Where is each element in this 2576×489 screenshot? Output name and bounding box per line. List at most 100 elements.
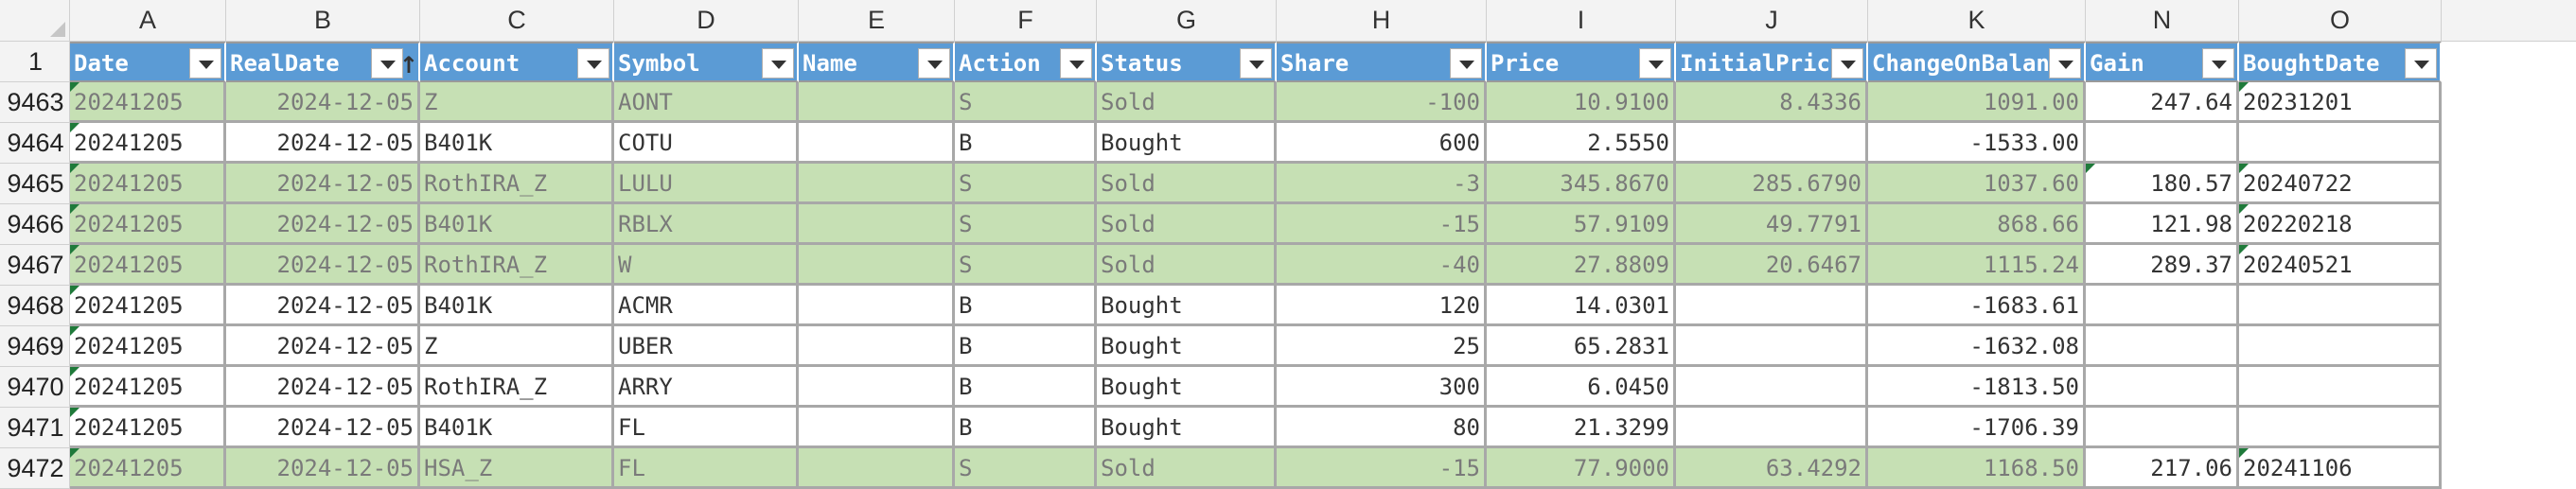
row-number[interactable]: 9472 — [0, 448, 70, 489]
row-number[interactable]: 9471 — [0, 408, 70, 448]
cell-date[interactable]: 20241205 — [70, 204, 226, 245]
cell-boughtdate[interactable]: 20240722 — [2239, 164, 2442, 204]
cell-symbol[interactable]: LULU — [614, 164, 799, 204]
cell-account[interactable]: B401K — [420, 286, 614, 326]
header-cell-changeonbalance[interactable]: ChangeOnBalance — [1868, 42, 2086, 82]
header-cell-boughtdate[interactable]: BoughtDate — [2239, 42, 2442, 82]
cell-date[interactable]: 20241205 — [70, 82, 226, 123]
header-cell-date[interactable]: Date — [70, 42, 226, 82]
cell-action[interactable]: S — [955, 82, 1097, 123]
cell-action[interactable]: B — [955, 286, 1097, 326]
header-cell-gain[interactable]: Gain — [2086, 42, 2239, 82]
row-number[interactable]: 9469 — [0, 326, 70, 367]
cell-name[interactable] — [799, 326, 955, 367]
cell-account[interactable]: RothIRA_Z — [420, 245, 614, 286]
cell-action[interactable]: S — [955, 245, 1097, 286]
cell-realdate[interactable]: 2024-12-05 — [226, 367, 420, 408]
row-number[interactable]: 9467 — [0, 245, 70, 286]
cell-account[interactable]: B401K — [420, 408, 614, 448]
cell-name[interactable] — [799, 408, 955, 448]
cell-name[interactable] — [799, 204, 955, 245]
cell-account[interactable]: RothIRA_Z — [420, 367, 614, 408]
cell-boughtdate[interactable]: 20231201 — [2239, 82, 2442, 123]
header-cell-account[interactable]: Account — [420, 42, 614, 82]
cell-symbol[interactable]: COTU — [614, 123, 799, 164]
column-letter-a[interactable]: A — [70, 0, 226, 41]
cell-changeonbalance[interactable]: 1037.60 — [1868, 164, 2086, 204]
cell-changeonbalance[interactable]: -1706.39 — [1868, 408, 2086, 448]
filter-dropdown-icon[interactable] — [918, 48, 950, 79]
cell-boughtdate[interactable] — [2239, 326, 2442, 367]
column-letter-e[interactable]: E — [799, 0, 955, 41]
cell-date[interactable]: 20241205 — [70, 245, 226, 286]
cell-symbol[interactable]: ACMR — [614, 286, 799, 326]
row-number[interactable]: 1 — [0, 42, 70, 82]
cell-action[interactable]: B — [955, 326, 1097, 367]
cell-status[interactable]: Bought — [1097, 123, 1277, 164]
cell-status[interactable]: Sold — [1097, 82, 1277, 123]
cell-boughtdate[interactable] — [2239, 367, 2442, 408]
cell-name[interactable] — [799, 82, 955, 123]
cell-initialprice[interactable]: 63.4292 — [1676, 448, 1868, 489]
cell-price[interactable]: 2.5550 — [1487, 123, 1676, 164]
cell-status[interactable]: Sold — [1097, 204, 1277, 245]
cell-share[interactable]: -15 — [1277, 204, 1487, 245]
cell-share[interactable]: -3 — [1277, 164, 1487, 204]
cell-name[interactable] — [799, 245, 955, 286]
cell-account[interactable]: HSA_Z — [420, 448, 614, 489]
header-cell-share[interactable]: Share — [1277, 42, 1487, 82]
cell-initialprice[interactable]: 49.7791 — [1676, 204, 1868, 245]
cell-initialprice[interactable]: 285.6790 — [1676, 164, 1868, 204]
column-letter-h[interactable]: H — [1277, 0, 1487, 41]
cell-gain[interactable] — [2086, 408, 2239, 448]
cell-date[interactable]: 20241205 — [70, 326, 226, 367]
filter-dropdown-icon[interactable] — [1060, 48, 1092, 79]
header-cell-name[interactable]: Name — [799, 42, 955, 82]
column-letter-o[interactable]: O — [2239, 0, 2442, 41]
row-number[interactable]: 9466 — [0, 204, 70, 245]
header-cell-symbol[interactable]: Symbol — [614, 42, 799, 82]
filter-dropdown-icon[interactable] — [577, 48, 609, 79]
cell-date[interactable]: 20241205 — [70, 367, 226, 408]
header-cell-initialprice[interactable]: InitialPrice — [1676, 42, 1868, 82]
cell-initialprice[interactable] — [1676, 286, 1868, 326]
header-cell-price[interactable]: Price — [1487, 42, 1676, 82]
cell-symbol[interactable]: AONT — [614, 82, 799, 123]
cell-status[interactable]: Sold — [1097, 245, 1277, 286]
cell-share[interactable]: 600 — [1277, 123, 1487, 164]
cell-account[interactable]: RothIRA_Z — [420, 164, 614, 204]
cell-initialprice[interactable] — [1676, 367, 1868, 408]
cell-status[interactable]: Sold — [1097, 448, 1277, 489]
column-letter-i[interactable]: I — [1487, 0, 1676, 41]
cell-account[interactable]: Z — [420, 82, 614, 123]
cell-price[interactable]: 14.0301 — [1487, 286, 1676, 326]
cell-status[interactable]: Bought — [1097, 326, 1277, 367]
cell-share[interactable]: -100 — [1277, 82, 1487, 123]
cell-initialprice[interactable] — [1676, 326, 1868, 367]
row-number[interactable]: 9470 — [0, 367, 70, 408]
cell-initialprice[interactable]: 20.6467 — [1676, 245, 1868, 286]
cell-share[interactable]: 300 — [1277, 367, 1487, 408]
cell-account[interactable]: Z — [420, 326, 614, 367]
cell-name[interactable] — [799, 123, 955, 164]
cell-action[interactable]: B — [955, 123, 1097, 164]
cell-share[interactable]: 120 — [1277, 286, 1487, 326]
header-cell-realdate[interactable]: RealDate ↑ — [226, 42, 420, 82]
cell-realdate[interactable]: 2024-12-05 — [226, 204, 420, 245]
cell-realdate[interactable]: 2024-12-05 — [226, 164, 420, 204]
cell-symbol[interactable]: ARRY — [614, 367, 799, 408]
cell-initialprice[interactable] — [1676, 408, 1868, 448]
cell-changeonbalance[interactable]: 1168.50 — [1868, 448, 2086, 489]
column-letter-d[interactable]: D — [614, 0, 799, 41]
cell-action[interactable]: S — [955, 448, 1097, 489]
cell-action[interactable]: B — [955, 408, 1097, 448]
cell-realdate[interactable]: 2024-12-05 — [226, 82, 420, 123]
cell-date[interactable]: 20241205 — [70, 164, 226, 204]
cell-account[interactable]: B401K — [420, 123, 614, 164]
filter-dropdown-icon[interactable] — [189, 48, 221, 79]
cell-name[interactable] — [799, 286, 955, 326]
cell-gain[interactable]: 121.98 — [2086, 204, 2239, 245]
cell-name[interactable] — [799, 164, 955, 204]
cell-gain[interactable] — [2086, 326, 2239, 367]
column-letter-g[interactable]: G — [1097, 0, 1277, 41]
